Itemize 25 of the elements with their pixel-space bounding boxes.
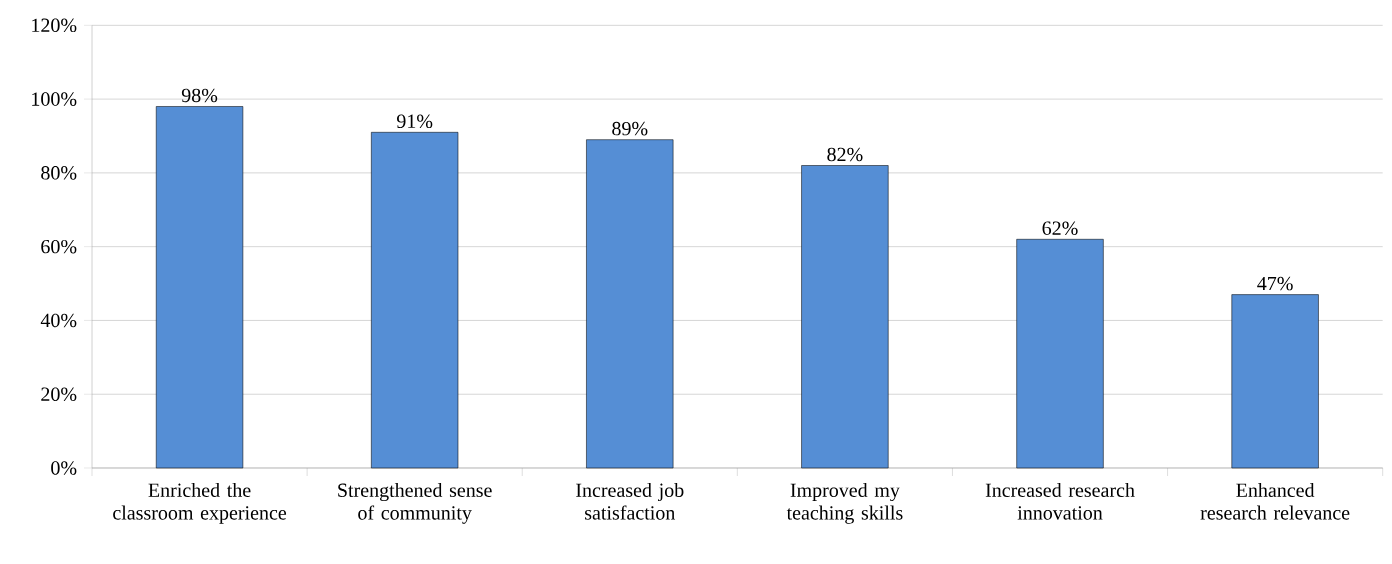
x-tick-label: Strengthened sense of community [338,482,492,524]
x-tick-label: Increased job satisfaction [576,482,684,520]
x-tick-label: Enhanced research relevance [1200,482,1350,520]
y-tick-label: 40% [40,313,77,328]
y-tick-label: 100% [32,92,77,106]
data-label: 91% [396,114,433,129]
x-tick-label: Improved my teaching skills [786,482,903,524]
data-label: 62% [1042,221,1078,236]
y-tick-label: 60% [41,239,77,254]
bar [371,132,459,469]
data-label: 82% [827,147,863,162]
data-label: 89% [612,121,648,136]
x-tick-label: Increased research innovation [985,482,1135,520]
bar [1016,239,1104,469]
y-tick-label: 0% [51,461,77,475]
bar [801,165,889,469]
y-tick-label: 120% [32,18,77,33]
y-tick-label: 80% [41,166,77,180]
y-tick-label: 20% [41,387,77,402]
bar [1231,294,1319,469]
bar [586,139,674,469]
bar [155,106,244,469]
data-label: 47% [1257,276,1293,291]
x-tick-label: Enriched the classroom experience [113,482,287,524]
data-label: 98% [181,88,218,103]
